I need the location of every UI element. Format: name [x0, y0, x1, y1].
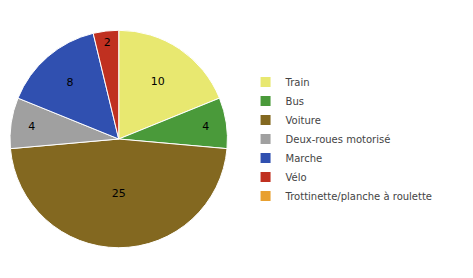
svg-text:Marche: Marche [286, 153, 323, 164]
svg-text:Trottinette/planche à roulette: Trottinette/planche à roulette [285, 191, 432, 202]
svg-text:Train: Train [285, 77, 310, 88]
svg-text:2: 2 [104, 36, 111, 49]
svg-text:4: 4 [28, 120, 35, 133]
svg-text:Deux-roues motorisé: Deux-roues motorisé [286, 134, 391, 145]
svg-text:8: 8 [66, 76, 73, 89]
svg-text:25: 25 [112, 187, 126, 200]
svg-text:Voiture: Voiture [286, 115, 321, 126]
svg-text:Vélo: Vélo [286, 172, 307, 183]
svg-text:4: 4 [202, 120, 209, 133]
svg-text:10: 10 [151, 75, 165, 88]
svg-text:Bus: Bus [286, 96, 304, 107]
